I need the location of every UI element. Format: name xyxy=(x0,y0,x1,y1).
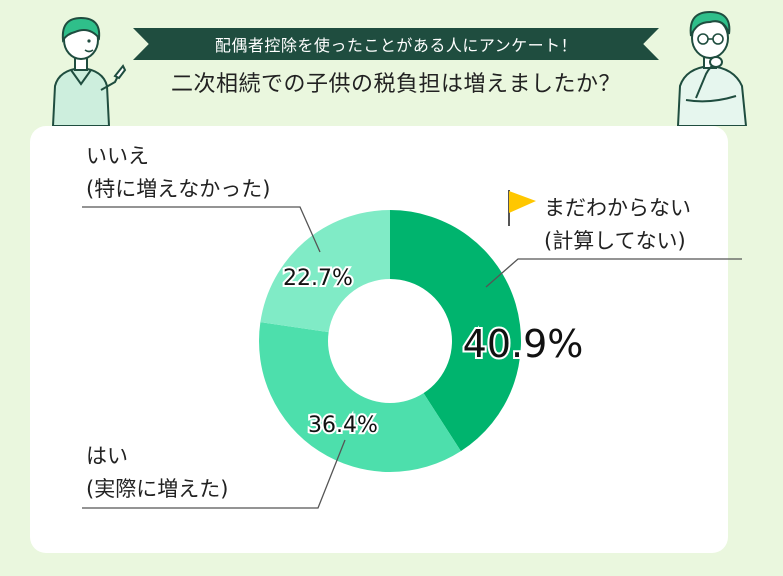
survey-banner: 配偶者控除を使ったことがある人にアンケート！ xyxy=(133,28,659,60)
leader-line-unknown xyxy=(485,258,742,288)
chart-card xyxy=(30,126,728,553)
thinking-man-illustration xyxy=(676,10,748,126)
slice-label-yes-line2: (実際に増えた) xyxy=(86,477,229,501)
slice-label-yes-line1: はい xyxy=(86,444,128,468)
value-label-no: 22.7% xyxy=(283,266,353,291)
slice-label-unknown-line1: まだわからない xyxy=(544,196,691,220)
flag-icon xyxy=(508,190,536,226)
slice-label-yes: はい (実際に増えた) xyxy=(86,440,228,506)
slice-label-unknown: まだわからない (計算してない) xyxy=(544,192,691,258)
leader-line-no xyxy=(82,206,321,253)
slice-label-no-line2: (特に増えなかった) xyxy=(86,177,271,201)
slice-label-no-line1: いいえ xyxy=(86,144,149,168)
slice-unknown xyxy=(390,210,521,452)
banner-text: 配偶者控除を使ったことがある人にアンケート！ xyxy=(214,36,578,55)
pointing-woman-illustration xyxy=(51,16,127,126)
value-label-yes: 36.4% xyxy=(308,413,378,438)
slice-label-unknown-line2: (計算してない) xyxy=(544,229,686,253)
leader-line-yes xyxy=(82,439,346,509)
slice-yes xyxy=(259,322,461,472)
slice-label-no: いいえ (特に増えなかった) xyxy=(86,140,270,206)
question-title: 二次相続での子供の税負担は増えましたか？ xyxy=(170,72,621,97)
value-label-unknown: 40.9% xyxy=(463,322,584,366)
slice-no xyxy=(260,210,390,333)
